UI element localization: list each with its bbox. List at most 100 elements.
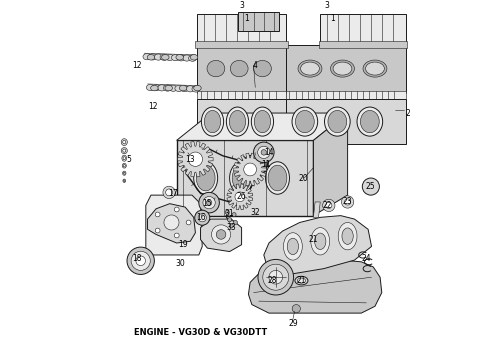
- Circle shape: [232, 212, 236, 217]
- Polygon shape: [248, 260, 382, 313]
- Text: 1: 1: [330, 14, 335, 23]
- Text: 12: 12: [132, 60, 142, 70]
- Text: 22: 22: [322, 201, 332, 210]
- Polygon shape: [196, 41, 288, 48]
- Ellipse shape: [176, 55, 183, 60]
- Ellipse shape: [154, 54, 162, 60]
- Polygon shape: [286, 99, 406, 144]
- Ellipse shape: [230, 60, 248, 77]
- Circle shape: [198, 213, 206, 222]
- Ellipse shape: [177, 55, 185, 61]
- Circle shape: [244, 163, 257, 176]
- Ellipse shape: [287, 238, 298, 255]
- Ellipse shape: [194, 162, 218, 194]
- Polygon shape: [197, 45, 286, 93]
- Polygon shape: [227, 184, 253, 210]
- Ellipse shape: [152, 85, 160, 91]
- Ellipse shape: [122, 155, 127, 161]
- Ellipse shape: [315, 233, 326, 249]
- Circle shape: [195, 210, 210, 225]
- Text: 24: 24: [362, 254, 371, 263]
- Circle shape: [227, 218, 232, 222]
- Ellipse shape: [266, 162, 290, 194]
- Ellipse shape: [186, 86, 194, 92]
- Circle shape: [362, 178, 379, 195]
- Text: ENGINE - VG30D & VG30DTT: ENGINE - VG30D & VG30DTT: [134, 328, 267, 337]
- Ellipse shape: [181, 86, 189, 92]
- Ellipse shape: [122, 149, 126, 152]
- Ellipse shape: [232, 165, 251, 191]
- Text: 15: 15: [202, 199, 212, 208]
- Circle shape: [229, 224, 233, 228]
- Ellipse shape: [194, 85, 201, 91]
- Ellipse shape: [162, 55, 169, 60]
- Polygon shape: [238, 12, 279, 31]
- Text: 17: 17: [169, 189, 178, 198]
- Circle shape: [188, 152, 202, 166]
- Ellipse shape: [192, 86, 200, 92]
- Ellipse shape: [147, 55, 155, 60]
- Circle shape: [155, 212, 160, 217]
- Polygon shape: [286, 45, 406, 93]
- Ellipse shape: [324, 107, 350, 136]
- Ellipse shape: [121, 148, 127, 154]
- Ellipse shape: [364, 183, 378, 190]
- Ellipse shape: [366, 62, 384, 75]
- Ellipse shape: [229, 111, 245, 133]
- Circle shape: [258, 260, 294, 295]
- Polygon shape: [286, 91, 406, 99]
- Text: 1: 1: [245, 14, 249, 23]
- Ellipse shape: [254, 111, 270, 133]
- Ellipse shape: [292, 107, 318, 136]
- Text: 20: 20: [298, 174, 308, 183]
- Circle shape: [292, 305, 300, 313]
- Ellipse shape: [330, 60, 354, 77]
- Ellipse shape: [226, 107, 248, 136]
- Ellipse shape: [147, 84, 154, 91]
- Text: 5: 5: [126, 155, 131, 164]
- Ellipse shape: [183, 55, 191, 61]
- Circle shape: [258, 146, 270, 158]
- Ellipse shape: [160, 54, 168, 60]
- Circle shape: [216, 230, 226, 239]
- Circle shape: [127, 247, 154, 274]
- Ellipse shape: [284, 233, 302, 260]
- Circle shape: [233, 220, 238, 225]
- Ellipse shape: [166, 54, 174, 60]
- Ellipse shape: [143, 54, 151, 60]
- Ellipse shape: [172, 55, 179, 61]
- Circle shape: [206, 200, 212, 205]
- Ellipse shape: [150, 85, 158, 91]
- Circle shape: [261, 150, 267, 155]
- Ellipse shape: [342, 228, 353, 244]
- Ellipse shape: [164, 85, 171, 91]
- Ellipse shape: [311, 228, 330, 255]
- Ellipse shape: [268, 165, 287, 191]
- Text: 13: 13: [186, 155, 195, 164]
- Ellipse shape: [297, 278, 306, 283]
- Text: 31: 31: [225, 210, 234, 219]
- Ellipse shape: [123, 180, 125, 181]
- Ellipse shape: [295, 276, 308, 285]
- Ellipse shape: [179, 85, 187, 91]
- Circle shape: [263, 264, 289, 290]
- Circle shape: [131, 251, 150, 270]
- Text: 12: 12: [148, 102, 157, 111]
- Text: 25: 25: [365, 182, 375, 191]
- Circle shape: [174, 233, 179, 238]
- Ellipse shape: [201, 107, 223, 136]
- Circle shape: [155, 228, 160, 233]
- Ellipse shape: [122, 171, 126, 175]
- Ellipse shape: [123, 165, 125, 167]
- Ellipse shape: [295, 111, 314, 133]
- Polygon shape: [200, 219, 242, 252]
- Ellipse shape: [300, 62, 319, 75]
- Circle shape: [164, 215, 179, 230]
- Ellipse shape: [169, 85, 177, 91]
- Text: 33: 33: [226, 223, 236, 232]
- Circle shape: [199, 192, 220, 213]
- Circle shape: [344, 199, 351, 205]
- Ellipse shape: [338, 222, 357, 250]
- Circle shape: [186, 220, 191, 225]
- Text: 26: 26: [237, 192, 246, 201]
